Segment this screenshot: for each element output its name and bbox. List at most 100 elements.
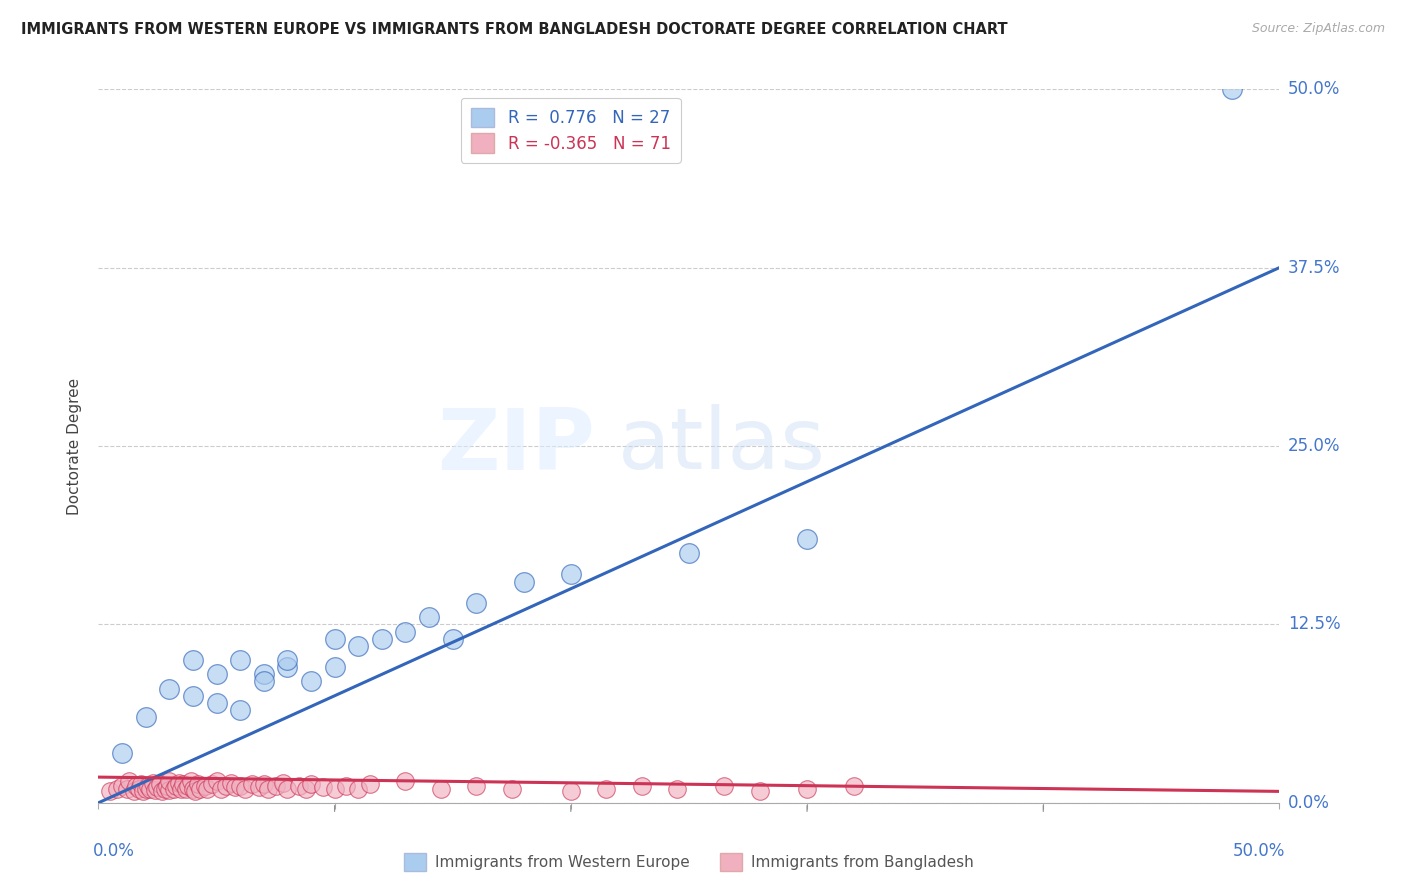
- Point: [713, 779, 735, 793]
- Point: [157, 774, 180, 789]
- Point: [229, 703, 252, 717]
- Point: [132, 784, 155, 798]
- Point: [595, 781, 617, 796]
- Point: [560, 784, 582, 798]
- Point: [188, 781, 211, 796]
- Point: [177, 779, 200, 793]
- Text: 37.5%: 37.5%: [1288, 259, 1340, 277]
- Point: [142, 776, 165, 790]
- Point: [748, 784, 770, 798]
- Point: [253, 777, 276, 791]
- Point: [184, 784, 207, 798]
- Point: [359, 777, 381, 791]
- Point: [512, 574, 534, 589]
- Point: [98, 784, 121, 798]
- Point: [205, 774, 228, 789]
- Point: [111, 746, 134, 760]
- Text: 50.0%: 50.0%: [1288, 80, 1340, 98]
- Text: Source: ZipAtlas.com: Source: ZipAtlas.com: [1251, 22, 1385, 36]
- Point: [122, 784, 145, 798]
- Point: [295, 781, 318, 796]
- Point: [187, 777, 209, 791]
- Point: [335, 779, 357, 793]
- Point: [136, 779, 159, 793]
- Point: [224, 780, 246, 794]
- Point: [149, 777, 172, 791]
- Point: [288, 779, 311, 793]
- Point: [125, 779, 148, 793]
- Text: 0.0%: 0.0%: [93, 842, 135, 860]
- Text: atlas: atlas: [619, 404, 827, 488]
- Point: [247, 780, 270, 794]
- Point: [157, 681, 180, 696]
- Point: [156, 779, 179, 793]
- Point: [118, 774, 141, 789]
- Point: [233, 781, 256, 796]
- Point: [111, 779, 134, 793]
- Text: 25.0%: 25.0%: [1288, 437, 1340, 455]
- Point: [253, 667, 276, 681]
- Point: [205, 696, 228, 710]
- Point: [441, 632, 464, 646]
- Point: [264, 779, 287, 793]
- Point: [630, 779, 652, 793]
- Point: [418, 610, 440, 624]
- Point: [172, 777, 194, 791]
- Point: [1220, 82, 1243, 96]
- Point: [678, 546, 700, 560]
- Point: [153, 781, 176, 796]
- Point: [205, 667, 228, 681]
- Y-axis label: Doctorate Degree: Doctorate Degree: [67, 377, 83, 515]
- Point: [371, 632, 394, 646]
- Text: 0.0%: 0.0%: [1288, 794, 1330, 812]
- Point: [323, 660, 346, 674]
- Point: [135, 781, 157, 796]
- Point: [115, 781, 138, 796]
- Point: [229, 653, 252, 667]
- Point: [165, 779, 187, 793]
- Point: [201, 777, 224, 791]
- Point: [323, 781, 346, 796]
- Point: [465, 779, 488, 793]
- Point: [146, 780, 169, 794]
- Point: [163, 781, 186, 796]
- Point: [271, 776, 294, 790]
- Point: [666, 781, 689, 796]
- Point: [347, 781, 370, 796]
- Point: [135, 710, 157, 724]
- Point: [181, 781, 204, 796]
- Point: [229, 779, 252, 793]
- Point: [194, 779, 217, 793]
- Point: [215, 779, 238, 793]
- Point: [195, 781, 218, 796]
- Point: [240, 777, 263, 791]
- Point: [253, 674, 276, 689]
- Point: [181, 653, 204, 667]
- Point: [276, 653, 298, 667]
- Point: [180, 774, 202, 789]
- Point: [139, 781, 162, 796]
- Point: [430, 781, 453, 796]
- Point: [174, 781, 197, 796]
- Point: [394, 624, 416, 639]
- Point: [219, 776, 242, 790]
- Point: [128, 781, 150, 796]
- Point: [257, 781, 280, 796]
- Point: [276, 781, 298, 796]
- Point: [560, 567, 582, 582]
- Point: [105, 781, 128, 796]
- Text: ZIP: ZIP: [437, 404, 595, 488]
- Point: [276, 660, 298, 674]
- Point: [312, 780, 335, 794]
- Point: [129, 777, 152, 791]
- Point: [181, 689, 204, 703]
- Text: 12.5%: 12.5%: [1288, 615, 1340, 633]
- Point: [143, 783, 166, 797]
- Point: [323, 632, 346, 646]
- Text: 50.0%: 50.0%: [1233, 842, 1285, 860]
- Point: [209, 781, 232, 796]
- Point: [157, 783, 180, 797]
- Point: [465, 596, 488, 610]
- Point: [844, 779, 866, 793]
- Point: [170, 781, 193, 796]
